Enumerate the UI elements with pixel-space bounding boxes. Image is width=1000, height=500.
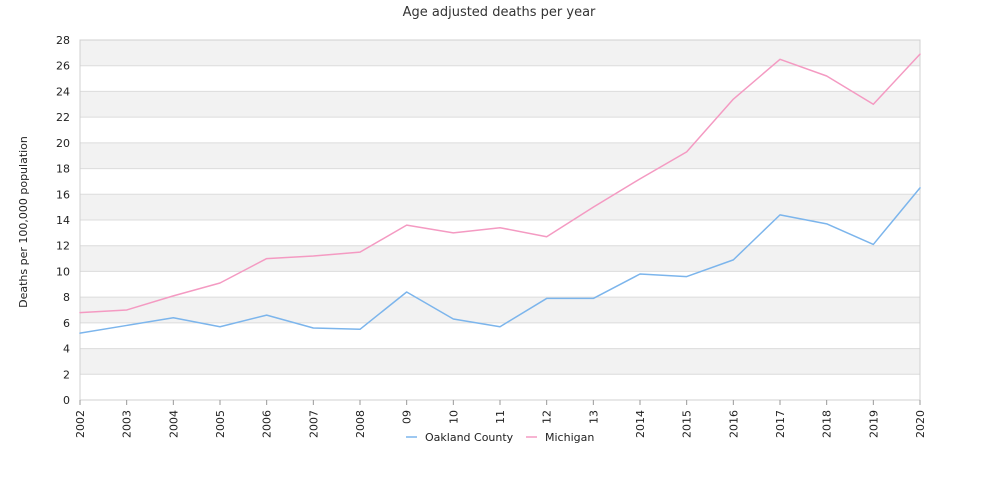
x-tick-label: 2008: [354, 410, 367, 438]
grid-band: [80, 271, 920, 298]
y-tick-label: 2: [63, 368, 70, 381]
x-tick-label: 2006: [261, 410, 274, 438]
y-tick-label: 20: [56, 137, 70, 150]
y-tick-label: 8: [63, 291, 70, 304]
x-tick-label: 09: [401, 410, 414, 424]
y-tick-label: 6: [63, 317, 70, 330]
x-tick-label: 2019: [867, 410, 880, 438]
x-tick-label: 11: [494, 410, 507, 424]
y-tick-label: 26: [56, 60, 70, 73]
x-tick-label: 2014: [634, 410, 647, 438]
y-tick-label: 28: [56, 34, 70, 47]
grid-band: [80, 142, 920, 169]
grid-band: [80, 168, 920, 195]
y-tick-label: 0: [63, 394, 70, 407]
legend-label: Michigan: [545, 431, 594, 444]
grid-band: [80, 220, 920, 246]
series-lines: [79, 53, 921, 334]
x-tick-label: 2004: [167, 410, 180, 438]
x-tick-label: 2003: [121, 410, 134, 438]
x-tick-label: 10: [447, 410, 460, 424]
y-tick-label: 22: [56, 111, 70, 124]
x-tick-label: 2005: [214, 410, 227, 438]
y-axis-label: Deaths per 100,000 population: [17, 136, 30, 308]
y-tick-label: 4: [63, 343, 70, 356]
legend: Oakland County Michigan: [406, 431, 594, 444]
grid-band: [80, 374, 920, 400]
grid-band: [80, 40, 920, 66]
x-tick-label: 2015: [681, 410, 694, 438]
y-tick-label: 24: [56, 85, 70, 98]
x-tick-label: 12: [541, 410, 554, 424]
x-tick-label: 2007: [307, 410, 320, 438]
grid-band: [80, 65, 920, 92]
grid-bands: [80, 40, 920, 400]
series-line-michigan: [79, 53, 921, 314]
y-tick-label: 16: [56, 188, 70, 201]
grid-band: [80, 297, 920, 323]
legend-label: Oakland County: [425, 431, 514, 444]
y-tick-label: 10: [56, 265, 70, 278]
y-tick-label: 18: [56, 163, 70, 176]
grid-band: [80, 117, 920, 143]
grid-band: [80, 245, 920, 272]
x-tick-label: 2020: [914, 410, 927, 438]
grid-band: [80, 194, 920, 220]
grid-band: [80, 91, 920, 118]
y-tick-label: 12: [56, 240, 70, 253]
chart-title: Age adjusted deaths per year: [403, 5, 596, 20]
y-tick-label: 14: [56, 214, 70, 227]
x-tick-label: 13: [587, 410, 600, 424]
x-tick-label: 2016: [727, 410, 740, 438]
grid-band: [80, 348, 920, 375]
x-tick-label: 2018: [821, 410, 834, 438]
x-tick-label: 2002: [74, 410, 87, 438]
x-axis-ticks: 2002 2003 2004 2005 2006 2007 2008 09 10 11 12 13 20…: [74, 400, 927, 438]
series-line-oakland-county: [79, 187, 921, 334]
x-tick-label: 2017: [774, 410, 787, 438]
gridlines: [79, 39, 921, 401]
